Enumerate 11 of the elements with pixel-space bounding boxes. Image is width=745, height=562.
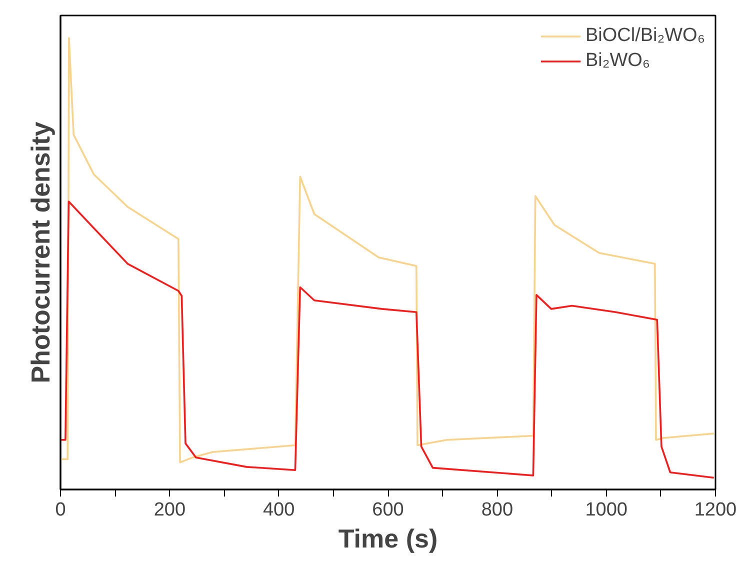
x-tick-label: 200 xyxy=(154,500,186,520)
y-axis-title: Photocurrent density xyxy=(26,121,56,384)
legend-label: BiOCl/Bi₂WO₆ xyxy=(585,25,705,47)
x-tick-label: 800 xyxy=(481,500,514,520)
x-tick-label: 1200 xyxy=(694,500,737,520)
x-tick-label: 0 xyxy=(55,500,66,520)
legend-label: Bi₂WO₆ xyxy=(585,50,650,72)
x-axis-title: Time (s) xyxy=(338,524,438,554)
x-tick-label: 1000 xyxy=(585,500,628,520)
x-tick-label: 400 xyxy=(262,500,295,520)
x-tick-label: 600 xyxy=(372,500,404,520)
